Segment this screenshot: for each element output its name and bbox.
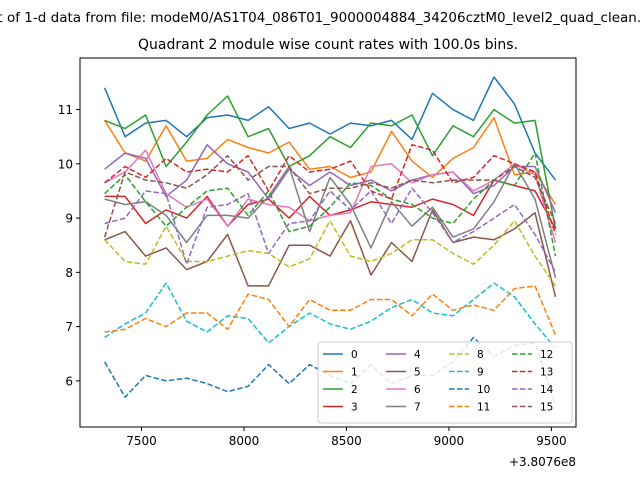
- legend-label-9: 9: [477, 367, 484, 379]
- legend-label-14: 14: [540, 384, 554, 396]
- chart-title: Quadrant 2 module wise count rates with …: [138, 37, 518, 53]
- plot-frame: [79, 57, 577, 428]
- legend-label-11: 11: [477, 402, 490, 414]
- y-tick-label: 8: [65, 266, 73, 280]
- y-tick-label: 9: [65, 212, 73, 226]
- series-line-13: [104, 144, 557, 235]
- series-line-2: [104, 95, 557, 230]
- series-line-0: [103, 76, 557, 181]
- legend-label-15: 15: [540, 402, 553, 414]
- legend-label-7: 7: [414, 402, 421, 414]
- legend-label-0: 0: [351, 349, 358, 361]
- y-axis: 6 7 8 9 10 11: [58, 103, 80, 388]
- x-tick-label: 9000: [434, 434, 465, 448]
- y-tick-label: 7: [65, 320, 73, 334]
- x-tick-label: 8500: [331, 434, 362, 448]
- series-line-7: [104, 163, 557, 278]
- y-tick-label: 6: [65, 374, 73, 388]
- series-line-11: [104, 285, 557, 336]
- legend-label-13: 13: [540, 367, 553, 379]
- series-layer: [103, 76, 557, 406]
- legend-label-12: 12: [540, 349, 553, 361]
- series-line-5: [104, 209, 557, 297]
- x-axis: 7500 8000 8500 9000 9500: [126, 427, 567, 448]
- legend-label-8: 8: [477, 349, 484, 361]
- legend-label-6: 6: [414, 384, 421, 396]
- x-tick-label: 7500: [126, 434, 157, 448]
- y-tick-label: 11: [58, 103, 73, 117]
- legend-box: [317, 341, 573, 424]
- series-line-12: [104, 152, 557, 257]
- series-line-15: [103, 154, 557, 238]
- series-line-6: [104, 149, 557, 243]
- legend-label-5: 5: [414, 367, 421, 379]
- legend-label-4: 4: [414, 349, 421, 361]
- x-tick-label: 8000: [229, 434, 260, 448]
- legend-label-10: 10: [477, 384, 490, 396]
- x-axis-offset-label: +3.8076e8: [509, 455, 576, 469]
- figure-suptitle: Plot of 1-d data from file: modeM0/AS1T0…: [0, 10, 640, 26]
- legend-label-1: 1: [351, 367, 358, 379]
- legend-label-2: 2: [351, 384, 358, 396]
- series-line-9: [104, 282, 557, 349]
- series-line-8: [104, 220, 557, 287]
- series-line-4: [104, 144, 557, 214]
- x-tick-label: 9500: [536, 434, 567, 448]
- legend-label-3: 3: [351, 402, 358, 414]
- series-line-14: [104, 187, 557, 273]
- y-tick-label: 10: [58, 157, 73, 171]
